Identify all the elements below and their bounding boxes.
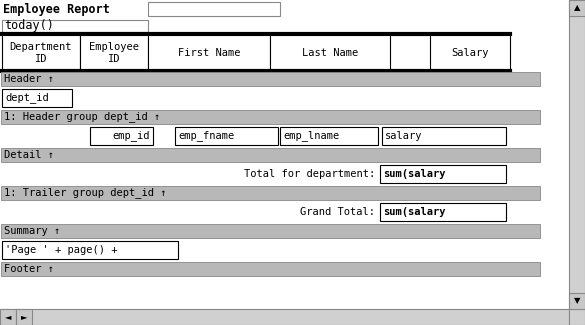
Bar xyxy=(1,186,540,200)
Bar xyxy=(1,162,540,186)
Text: today(): today() xyxy=(4,20,54,32)
Text: First Name: First Name xyxy=(178,48,240,58)
Bar xyxy=(90,127,153,145)
Bar xyxy=(430,35,510,71)
Text: ◄: ◄ xyxy=(5,313,11,321)
Text: Footer ↑: Footer ↑ xyxy=(4,264,54,274)
Text: salary: salary xyxy=(385,131,422,141)
Bar xyxy=(382,127,506,145)
Bar xyxy=(1,148,540,162)
Text: Summary ↑: Summary ↑ xyxy=(4,226,60,236)
Text: dept_id: dept_id xyxy=(5,93,49,103)
Bar xyxy=(1,72,540,86)
Bar xyxy=(2,241,178,259)
Bar xyxy=(1,86,540,110)
Text: Department
ID: Department ID xyxy=(10,42,73,64)
Bar xyxy=(80,35,148,71)
Bar xyxy=(0,309,569,325)
Bar xyxy=(1,276,540,308)
Bar xyxy=(1,110,540,124)
Bar xyxy=(2,35,80,71)
Bar xyxy=(569,293,585,309)
Text: emp_fname: emp_fname xyxy=(178,131,234,141)
Bar xyxy=(380,165,506,183)
Bar xyxy=(175,127,278,145)
Text: Salary: Salary xyxy=(451,48,488,58)
Text: Detail ↑: Detail ↑ xyxy=(4,150,54,160)
Text: sum(salary: sum(salary xyxy=(383,207,446,217)
Bar xyxy=(1,124,540,148)
Bar xyxy=(2,89,72,107)
Text: ►: ► xyxy=(20,313,27,321)
Text: Total for department:: Total for department: xyxy=(244,169,375,179)
Bar xyxy=(569,0,585,16)
Text: Employee Report: Employee Report xyxy=(3,3,110,16)
Text: emp_lname: emp_lname xyxy=(283,131,339,141)
Text: Employee
ID: Employee ID xyxy=(89,42,139,64)
Bar xyxy=(1,262,540,276)
Bar xyxy=(1,238,540,262)
Text: ▲: ▲ xyxy=(574,4,580,12)
Text: ▼: ▼ xyxy=(574,296,580,306)
Bar xyxy=(380,203,506,221)
Text: 1: Header group dept_id ↑: 1: Header group dept_id ↑ xyxy=(4,111,160,123)
Bar xyxy=(148,35,270,71)
Text: Grand Total:: Grand Total: xyxy=(300,207,375,217)
Bar xyxy=(1,200,540,224)
Bar xyxy=(569,309,585,325)
Bar xyxy=(16,309,32,325)
Text: sum(salary: sum(salary xyxy=(383,169,446,179)
Text: Last Name: Last Name xyxy=(302,48,358,58)
Bar xyxy=(569,0,585,309)
Bar xyxy=(270,35,390,71)
Text: Header ↑: Header ↑ xyxy=(4,74,54,84)
Bar xyxy=(148,2,280,16)
Text: emp_id: emp_id xyxy=(112,131,150,141)
Bar xyxy=(0,309,16,325)
Bar xyxy=(1,224,540,238)
Text: 'Page ' + page() +: 'Page ' + page() + xyxy=(5,245,118,255)
Text: 1: Trailer group dept_id ↑: 1: Trailer group dept_id ↑ xyxy=(4,188,167,199)
Bar xyxy=(2,20,148,32)
Bar xyxy=(280,127,378,145)
